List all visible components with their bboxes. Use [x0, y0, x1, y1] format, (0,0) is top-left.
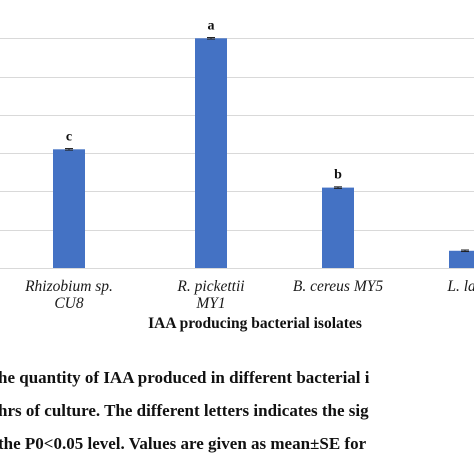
x-tick-label-1-line-0: R. pickettii [176, 278, 244, 295]
bar-0 [53, 149, 85, 268]
significance-letter-0: c [66, 129, 72, 144]
significance-letter-1: a [208, 18, 215, 33]
x-tick-label-0-line-0: Rhizobium sp. [24, 278, 113, 295]
bar-chart: c a b Rhizobium sp. CU8 R. pickettii MY1 B. cer… [0, 18, 474, 332]
x-tick-label-2-line-0: B. cereus MY5 [293, 278, 384, 295]
significance-letter-2: b [334, 168, 342, 183]
bar-2 [322, 187, 354, 268]
x-tick-label-1-line-1: MY1 [195, 295, 225, 312]
caption-line-3: the P0<0.05 level. Values are given as m… [0, 434, 367, 453]
x-tick-label-3-line-0: L. lac [446, 278, 474, 295]
caption-line-1: he quantity of IAA produced in different… [0, 368, 370, 387]
x-tick-label-2: B. cereus MY5 [293, 278, 384, 295]
x-tick-label-0-line-1: CU8 [54, 295, 84, 312]
caption-line-2: hrs of culture. The different letters in… [0, 401, 369, 420]
x-tick-label-0: Rhizobium sp. CU8 [24, 278, 113, 312]
bar-1 [195, 38, 227, 269]
bar-3 [449, 250, 474, 268]
x-tick-label-1: R. pickettii MY1 [176, 278, 244, 312]
x-tick-label-3: L. lac [446, 278, 474, 295]
x-axis-title: IAA producing bacterial isolates [148, 315, 362, 332]
chart-canvas: c a b Rhizobium sp. CU8 R. pickettii MY1 B. cer… [0, 18, 474, 332]
